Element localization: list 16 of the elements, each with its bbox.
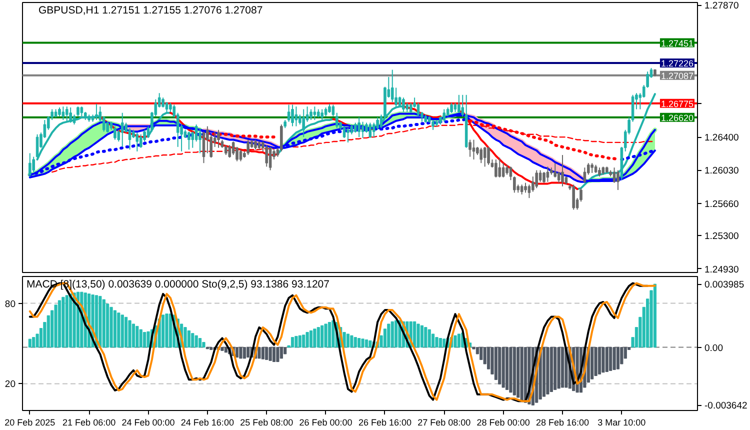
x-tick-label: 27 Feb 08:00 xyxy=(418,418,471,428)
y-tick-label: 0.003985 xyxy=(704,280,744,291)
x-tick-label: 24 Feb 16:00 xyxy=(180,418,234,428)
y2-tick-label: 80 xyxy=(4,298,16,310)
x-tick-label: 26 Feb 16:00 xyxy=(358,418,412,428)
x-tick-label: 28 Feb 00:00 xyxy=(476,418,530,428)
y-tick-label: -0.003642 xyxy=(704,400,748,412)
y2-tick-label: 20 xyxy=(4,379,16,390)
x-tick-label: 25 Feb 08:00 xyxy=(240,418,294,428)
x-tick-label: 26 Feb 00:00 xyxy=(299,418,352,428)
x-tick-label: 3 Mar 10:00 xyxy=(598,418,646,428)
x-tick-label: 21 Feb 06:00 xyxy=(62,418,116,428)
x-tick-label: 24 Feb 00:00 xyxy=(122,418,175,428)
x-tick-label: 28 Feb 16:00 xyxy=(536,418,590,428)
y-tick-label: 0.00 xyxy=(704,342,723,354)
x-tick-label: 20 Feb 2025 xyxy=(4,418,56,428)
